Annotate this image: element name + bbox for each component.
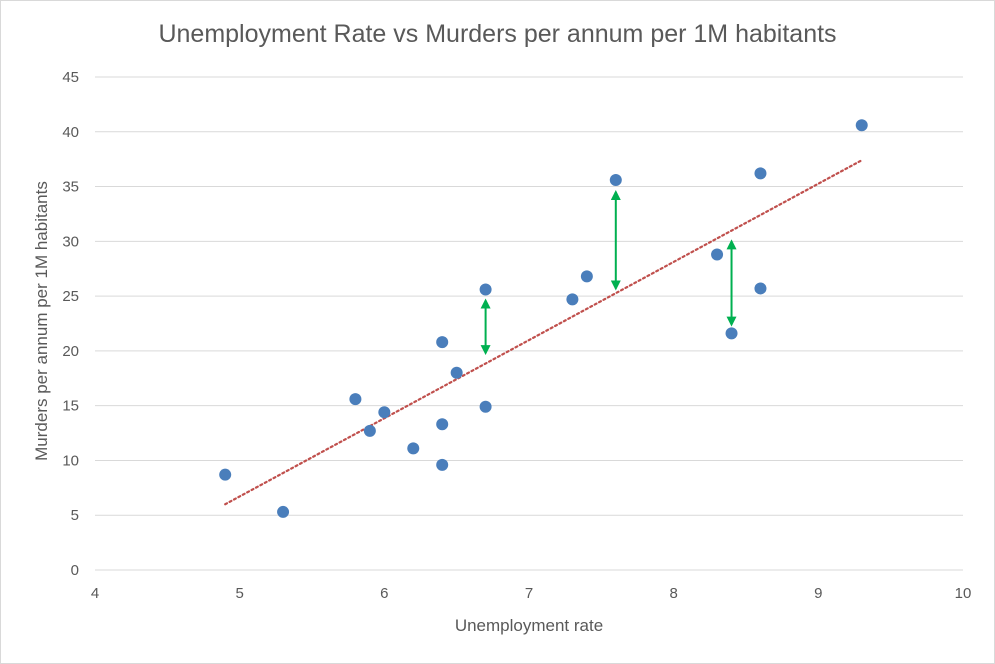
y-tick-label: 15 bbox=[62, 398, 79, 415]
data-point bbox=[277, 505, 290, 518]
data-points bbox=[219, 119, 868, 518]
y-tick-label: 5 bbox=[71, 507, 79, 524]
y-tick-labels: 0 5 10 15 20 25 30 35 40 45 bbox=[62, 69, 79, 579]
x-tick-label: 5 bbox=[235, 585, 243, 602]
y-tick-label: 40 bbox=[62, 124, 79, 141]
data-point bbox=[609, 173, 622, 186]
data-point bbox=[363, 424, 376, 437]
data-point bbox=[479, 400, 492, 413]
data-point bbox=[450, 366, 463, 379]
data-point bbox=[436, 418, 449, 431]
data-point bbox=[349, 393, 362, 406]
y-tick-label: 30 bbox=[62, 233, 79, 250]
x-axis-label: Unemployment rate bbox=[454, 616, 604, 635]
data-point bbox=[711, 248, 724, 261]
data-point bbox=[378, 406, 391, 419]
data-point bbox=[566, 293, 579, 306]
data-point bbox=[407, 442, 420, 455]
x-tick-label: 7 bbox=[525, 585, 533, 602]
data-point bbox=[855, 119, 868, 132]
y-tick-label: 10 bbox=[62, 452, 79, 469]
x-tick-labels: 4 5 6 7 8 9 10 bbox=[91, 585, 972, 602]
data-point bbox=[754, 282, 767, 295]
y-tick-label: 35 bbox=[62, 179, 79, 196]
data-point bbox=[219, 468, 232, 481]
y-tick-label: 25 bbox=[62, 288, 79, 305]
y-tick-label: 45 bbox=[62, 69, 79, 86]
data-point bbox=[754, 167, 767, 180]
data-point bbox=[436, 336, 449, 349]
x-tick-label: 6 bbox=[380, 585, 388, 602]
data-point bbox=[479, 283, 492, 296]
chart-title: Unemployment Rate vs Murders per annum p… bbox=[158, 20, 837, 48]
data-point bbox=[725, 327, 738, 340]
y-tick-label: 0 bbox=[71, 562, 79, 579]
residual-arrows bbox=[480, 190, 737, 356]
x-tick-label: 9 bbox=[814, 585, 822, 602]
gridlines bbox=[95, 76, 963, 571]
trendline bbox=[224, 159, 863, 506]
data-point bbox=[436, 458, 449, 471]
y-tick-label: 20 bbox=[62, 343, 79, 360]
x-tick-label: 4 bbox=[91, 585, 99, 602]
trendline-layer bbox=[224, 159, 863, 506]
x-tick-label: 10 bbox=[955, 585, 972, 602]
data-point bbox=[580, 270, 593, 283]
x-tick-label: 8 bbox=[669, 585, 677, 602]
